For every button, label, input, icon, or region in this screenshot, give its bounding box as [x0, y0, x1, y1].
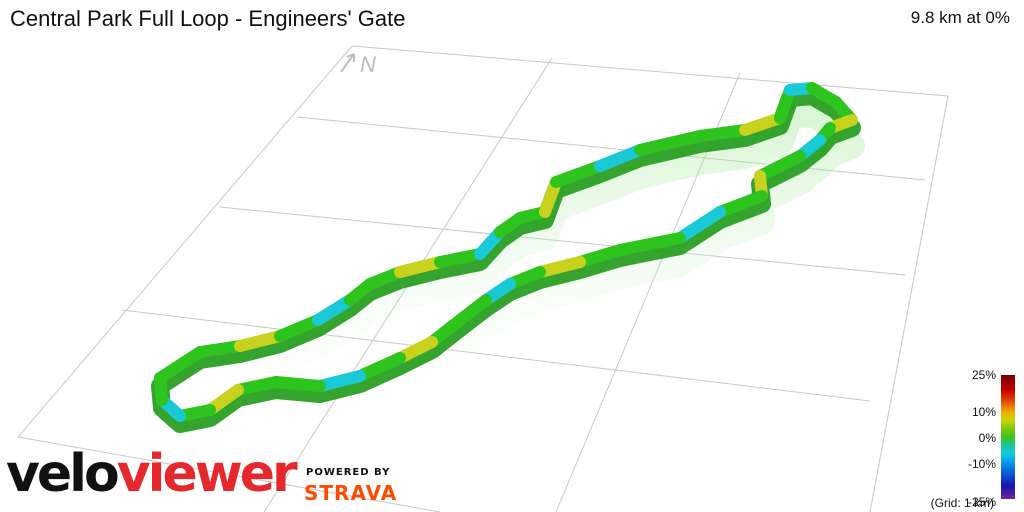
- north-arrow-icon: [340, 53, 355, 73]
- route-segment: [534, 256, 586, 278]
- logo-viewer: viewer: [116, 444, 298, 504]
- legend-label-25: 25%: [971, 368, 996, 382]
- route-segment: [674, 206, 726, 244]
- route-segment: [154, 346, 206, 384]
- route-segment: [194, 340, 246, 358]
- route-ribbon[interactable]: [154, 82, 858, 422]
- route-segment: [314, 370, 366, 392]
- route-segment: [634, 130, 706, 156]
- strava-logo[interactable]: STRAVA: [304, 481, 398, 505]
- route-segment: [574, 244, 626, 268]
- route-segment: [550, 160, 606, 188]
- route-segment: [434, 248, 486, 268]
- north-label: N: [360, 52, 376, 77]
- route-segment: [154, 372, 168, 406]
- powered-by-label: POWERED BY: [306, 467, 391, 478]
- route-segment: [614, 232, 686, 256]
- route-segment: [394, 256, 446, 278]
- route-segment: [234, 330, 286, 352]
- legend-label-minus10: -10%: [967, 457, 996, 471]
- route-segment: [594, 144, 646, 172]
- route-segment: [274, 314, 324, 342]
- route-segment: [270, 376, 326, 392]
- route-title: Central Park Full Loop - Engineers' Gate: [10, 6, 406, 31]
- logo-velo: velo: [6, 444, 120, 504]
- route-segment: [714, 190, 768, 218]
- route-segment: [739, 112, 786, 136]
- route-stats: 9.8 km at 0%: [910, 8, 1010, 27]
- route-segment: [694, 124, 751, 142]
- route-shadow: [147, 101, 865, 455]
- gradient-legend-bar: [1001, 375, 1015, 499]
- route-segment: [232, 376, 282, 396]
- grid-scale-note: (Grid: 1 km): [930, 496, 994, 510]
- legend-label-10: 10%: [971, 405, 996, 419]
- legend-label-0: 0%: [978, 431, 996, 445]
- legend-label-minus25: -25%: [967, 495, 996, 509]
- veloviewer-logo[interactable]: veloviewer: [6, 448, 298, 500]
- route-segment: [354, 352, 406, 382]
- route-segment: [312, 294, 356, 326]
